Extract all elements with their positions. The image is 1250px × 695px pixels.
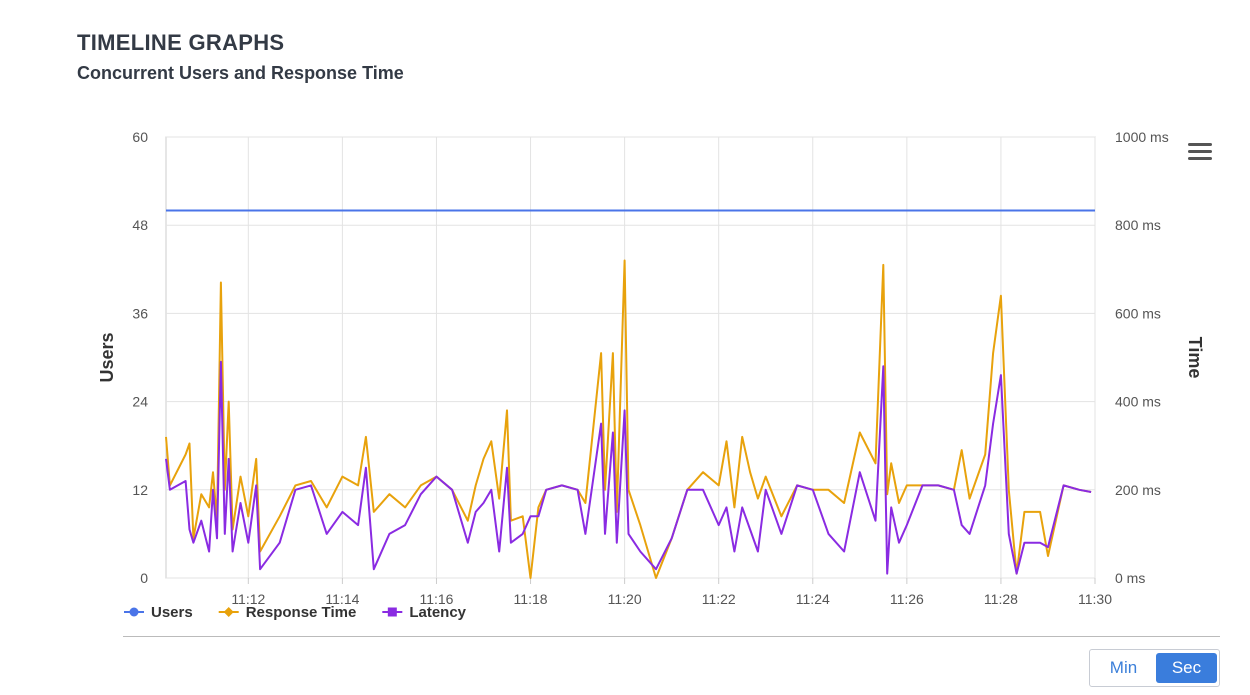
legend-label-users: Users bbox=[151, 604, 193, 621]
chart-menu-icon[interactable] bbox=[1188, 143, 1212, 163]
y-right-tick-label: 0 ms bbox=[1115, 570, 1145, 586]
x-tick-label: 11:24 bbox=[796, 591, 830, 607]
sec-button[interactable]: Sec bbox=[1156, 653, 1217, 683]
x-tick-label: 11:16 bbox=[419, 591, 453, 607]
x-tick-label: 11:18 bbox=[514, 591, 548, 607]
x-tick-label: 11:26 bbox=[890, 591, 924, 607]
x-tick-label: 11:12 bbox=[231, 591, 265, 607]
plot-area bbox=[165, 136, 1096, 579]
y-left-tick-label: 24 bbox=[132, 394, 148, 410]
y-right-tick-label: 1000 ms bbox=[1115, 129, 1169, 145]
y-right-tick-label: 400 ms bbox=[1115, 394, 1161, 410]
divider bbox=[123, 636, 1220, 637]
legend-marker-response-time bbox=[223, 607, 234, 617]
y-right-axis-title: Time bbox=[1185, 337, 1205, 379]
legend-marker-latency bbox=[387, 607, 397, 617]
y-right-tick-label: 600 ms bbox=[1115, 305, 1161, 321]
y-left-tick-label: 12 bbox=[132, 482, 148, 498]
x-tick-label: 11:20 bbox=[608, 591, 642, 607]
legend-label-latency: Latency bbox=[409, 604, 466, 621]
y-left-tick-label: 60 bbox=[132, 129, 148, 145]
series-line-latency bbox=[165, 360, 1092, 575]
x-tick-label: 11:14 bbox=[325, 591, 359, 607]
x-tick-label: 11:22 bbox=[702, 591, 736, 607]
min-sec-toggle: Min Sec bbox=[1089, 649, 1220, 687]
legend-marker-users bbox=[129, 607, 139, 617]
x-tick-label: 11:30 bbox=[1078, 591, 1112, 607]
x-tick-label: 11:28 bbox=[984, 591, 1018, 607]
y-left-tick-label: 48 bbox=[132, 217, 148, 233]
y-left-tick-label: 0 bbox=[140, 570, 148, 586]
page-title: TIMELINE GRAPHS bbox=[77, 30, 285, 55]
y-right-tick-label: 800 ms bbox=[1115, 217, 1161, 233]
min-button[interactable]: Min bbox=[1093, 653, 1154, 683]
y-right-tick-label: 200 ms bbox=[1115, 482, 1161, 498]
legend-label-response-time: Response Time bbox=[246, 604, 357, 621]
y-left-axis-title: Users bbox=[97, 332, 117, 382]
y-left-tick-label: 36 bbox=[132, 305, 148, 321]
page-subtitle: Concurrent Users and Response Time bbox=[77, 63, 404, 83]
